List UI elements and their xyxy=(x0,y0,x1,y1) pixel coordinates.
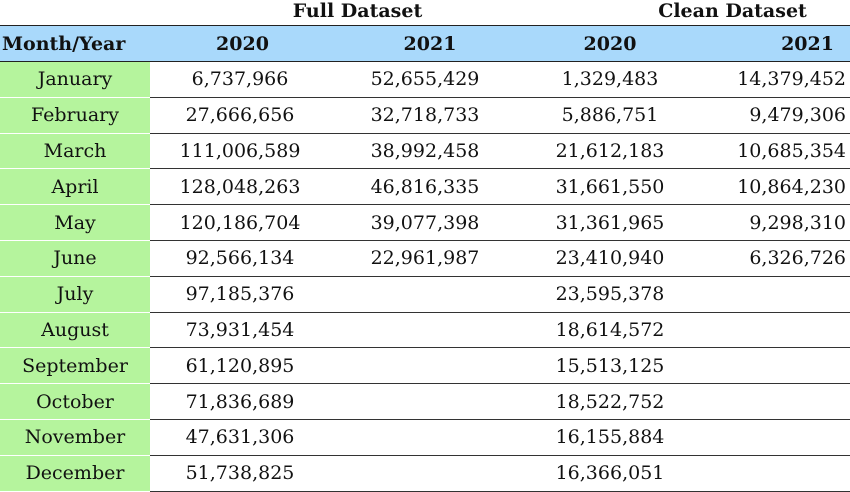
full-2020-cell: 128,048,263 xyxy=(150,168,325,206)
group-full-dataset: Full Dataset xyxy=(150,0,505,26)
clean-2021-cell xyxy=(705,312,850,349)
clean-2021-cell: 14,379,452 xyxy=(705,61,850,98)
month-cell: May xyxy=(0,204,150,241)
column-header-row: Month/Year 2020 2021 2020 2021 xyxy=(0,25,850,62)
clean-2021-cell: 10,685,354 xyxy=(705,133,850,170)
clean-2020-cell: 23,410,940 xyxy=(505,240,705,277)
full-2020-cell: 97,185,376 xyxy=(150,276,325,313)
clean-2020-cell: 23,595,378 xyxy=(505,276,705,313)
table-row: June 92,566,134 22,961,987 23,410,940 6,… xyxy=(0,240,850,277)
group-empty-cell xyxy=(0,0,150,26)
month-cell: March xyxy=(0,133,150,170)
full-2021-cell xyxy=(325,455,505,492)
table-row: July 97,185,376 23,595,378 xyxy=(0,276,850,313)
full-2020-cell: 27,666,656 xyxy=(150,97,325,134)
full-2020-cell: 51,738,825 xyxy=(150,455,325,492)
full-2020-cell: 61,120,895 xyxy=(150,347,325,385)
clean-2021-cell: 9,479,306 xyxy=(705,97,850,134)
clean-2020-header: 2020 xyxy=(505,25,705,62)
clean-2020-cell: 21,612,183 xyxy=(505,133,705,170)
full-2020-header: 2020 xyxy=(150,25,325,62)
table-row: February 27,666,656 32,718,733 5,886,751… xyxy=(0,97,850,134)
month-cell: June xyxy=(0,240,150,277)
clean-2021-cell xyxy=(705,455,850,492)
full-2020-cell: 92,566,134 xyxy=(150,240,325,277)
table-row: November 47,631,306 16,155,884 xyxy=(0,419,850,456)
clean-2020-cell: 15,513,125 xyxy=(505,347,705,385)
clean-2021-cell xyxy=(705,347,850,385)
clean-2020-cell: 5,886,751 xyxy=(505,97,705,134)
month-cell: July xyxy=(0,276,150,313)
full-2021-cell: 39,077,398 xyxy=(325,204,505,241)
table-row: August 73,931,454 18,614,572 xyxy=(0,312,850,349)
month-cell: December xyxy=(0,455,150,492)
table-row: May 120,186,704 39,077,398 31,361,965 9,… xyxy=(0,204,850,241)
table-row: April 128,048,263 46,816,335 31,661,550 … xyxy=(0,168,850,206)
month-cell: February xyxy=(0,97,150,134)
full-2021-cell xyxy=(325,419,505,456)
month-year-header: Month/Year xyxy=(0,25,150,62)
full-2021-cell: 52,655,429 xyxy=(325,61,505,98)
clean-2021-header: 2021 xyxy=(705,25,850,62)
full-2021-cell: 46,816,335 xyxy=(325,168,505,206)
table-body: January 6,737,966 52,655,429 1,329,483 1… xyxy=(0,61,850,492)
full-2021-cell: 32,718,733 xyxy=(325,97,505,134)
full-2020-cell: 47,631,306 xyxy=(150,419,325,456)
group-clean-dataset: Clean Dataset xyxy=(505,0,850,26)
clean-2021-cell: 10,864,230 xyxy=(705,168,850,206)
clean-2020-cell: 16,366,051 xyxy=(505,455,705,492)
full-2021-cell: 22,961,987 xyxy=(325,240,505,277)
month-cell: January xyxy=(0,61,150,98)
month-cell: April xyxy=(0,168,150,206)
clean-2021-cell: 9,298,310 xyxy=(705,204,850,241)
full-2021-cell xyxy=(325,276,505,313)
clean-2020-cell: 1,329,483 xyxy=(505,61,705,98)
month-cell: November xyxy=(0,419,150,456)
table-row: October 71,836,689 18,522,752 xyxy=(0,383,850,420)
full-2020-cell: 120,186,704 xyxy=(150,204,325,241)
full-2020-cell: 71,836,689 xyxy=(150,383,325,420)
full-2021-cell xyxy=(325,312,505,349)
full-2020-cell: 73,931,454 xyxy=(150,312,325,349)
group-header-row: Full Dataset Clean Dataset xyxy=(0,0,850,26)
month-cell: August xyxy=(0,312,150,349)
clean-2020-cell: 31,361,965 xyxy=(505,204,705,241)
full-2021-header: 2021 xyxy=(325,25,505,62)
month-cell: September xyxy=(0,347,150,385)
full-2020-cell: 6,737,966 xyxy=(150,61,325,98)
full-2021-cell: 38,992,458 xyxy=(325,133,505,170)
month-cell: October xyxy=(0,383,150,420)
clean-2021-cell xyxy=(705,383,850,420)
clean-2020-cell: 16,155,884 xyxy=(505,419,705,456)
clean-2021-cell xyxy=(705,276,850,313)
table-row: September 61,120,895 15,513,125 xyxy=(0,347,850,385)
clean-2020-cell: 31,661,550 xyxy=(505,168,705,206)
full-2021-cell xyxy=(325,347,505,385)
table-row: December 51,738,825 16,366,051 xyxy=(0,455,850,492)
clean-2020-cell: 18,614,572 xyxy=(505,312,705,349)
clean-2021-cell xyxy=(705,419,850,456)
clean-2020-cell: 18,522,752 xyxy=(505,383,705,420)
table-row: January 6,737,966 52,655,429 1,329,483 1… xyxy=(0,61,850,98)
full-2020-cell: 111,006,589 xyxy=(150,133,325,170)
clean-2021-cell: 6,326,726 xyxy=(705,240,850,277)
table-row: March 111,006,589 38,992,458 21,612,183 … xyxy=(0,133,850,170)
full-2021-cell xyxy=(325,383,505,420)
